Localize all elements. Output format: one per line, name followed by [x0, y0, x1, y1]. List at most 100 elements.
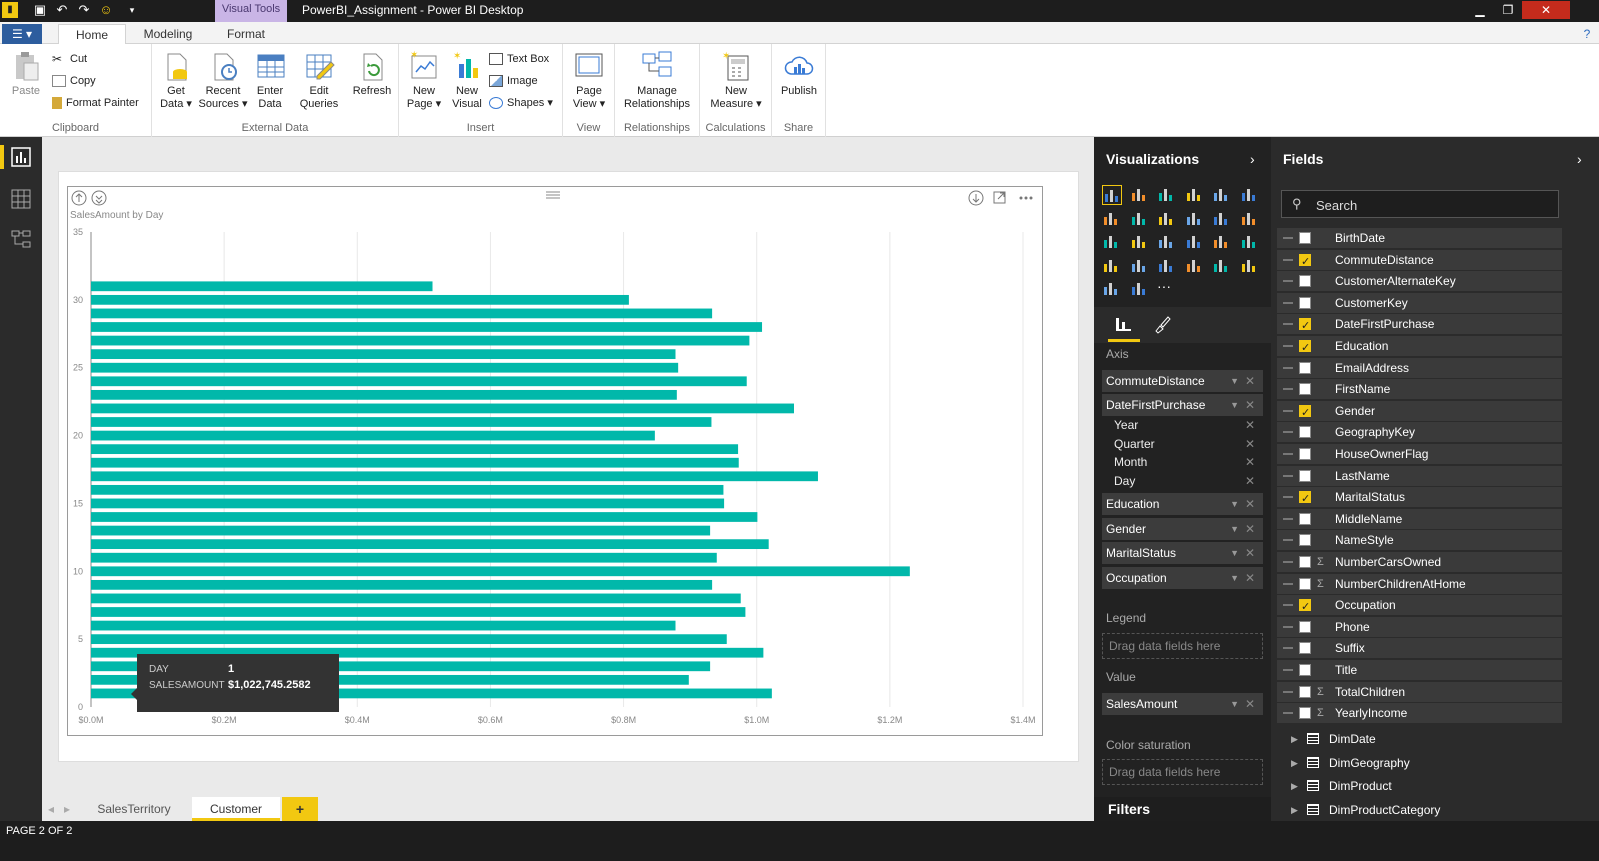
bar-day-14[interactable] — [91, 512, 758, 522]
field-checkbox[interactable] — [1299, 489, 1311, 509]
table-row-dimgeography[interactable]: ▶ DimGeography — [1277, 753, 1562, 773]
field-row-birthdate[interactable]: BirthDate — [1277, 228, 1562, 248]
redo-icon[interactable]: ↷ — [78, 2, 90, 17]
axis-field-gender[interactable]: Gender ▼ ✕ — [1102, 518, 1263, 540]
viz-map-icon[interactable] — [1185, 232, 1205, 252]
axis-field-occupation[interactable]: Occupation ▼ ✕ — [1102, 567, 1263, 589]
undo-icon[interactable]: ↶ — [56, 2, 68, 17]
bar-day-23[interactable] — [91, 389, 677, 400]
axis-field-maritalstatus[interactable]: MaritalStatus ▼ ✕ — [1102, 542, 1263, 564]
bar-day-9[interactable] — [91, 579, 713, 590]
new-visual-button[interactable]: ✶ New Visual — [452, 51, 482, 110]
bar-day-21[interactable] — [91, 417, 712, 427]
legend-drop-zone[interactable]: Drag data fields here — [1102, 633, 1263, 659]
tab-scroll-left-icon[interactable]: ◂ — [47, 802, 55, 816]
viz-100-bar-icon[interactable] — [1212, 185, 1232, 205]
bar-day-16[interactable] — [91, 484, 724, 495]
table-row-dimdate[interactable]: ▶ DimDate — [1277, 729, 1562, 749]
field-row-suffix[interactable]: Suffix — [1277, 638, 1562, 659]
viz-table-icon[interactable] — [1212, 232, 1232, 252]
hierarchy-quarter[interactable]: Quarter ✕ — [1102, 435, 1263, 454]
field-row-maritalstatus[interactable]: MaritalStatus — [1277, 487, 1562, 509]
refresh-button[interactable]: Refresh — [350, 50, 394, 98]
collapse-visualizations-icon[interactable]: › — [1250, 151, 1255, 167]
smile-feedback-icon[interactable]: ☺ — [99, 2, 113, 17]
field-checkbox[interactable] — [1299, 296, 1311, 309]
field-row-customerkey[interactable]: CustomerKey — [1277, 292, 1562, 313]
bar-day-2[interactable] — [91, 674, 689, 685]
field-checkbox[interactable] — [1299, 707, 1311, 720]
page-view-button[interactable]: Page View ▾ — [567, 50, 611, 111]
collapse-fields-icon[interactable]: › — [1577, 151, 1582, 167]
drag-handle-icon[interactable] — [546, 191, 560, 199]
viz-line-icon[interactable] — [1102, 209, 1122, 229]
bar-day-4[interactable] — [91, 647, 764, 658]
text-box-button[interactable]: Text Box — [489, 50, 549, 68]
viz-area-icon[interactable] — [1130, 209, 1150, 229]
more-options-icon[interactable] — [1019, 196, 1023, 200]
field-row-emailaddress[interactable]: EmailAddress — [1277, 357, 1562, 378]
table-row-dimproductcategory[interactable]: ▶ DimProductCategory — [1277, 800, 1562, 820]
bar-day-29[interactable] — [91, 308, 713, 319]
chart-visual[interactable]: SalesAmount by Day $0.0M $0.2M $0.4M $0.6M $… — [67, 186, 1043, 736]
field-row-namestyle[interactable]: NameStyle — [1277, 530, 1562, 551]
drill-down-all-icon[interactable] — [91, 190, 107, 206]
viz-line-clustered-icon[interactable] — [1212, 209, 1232, 229]
expand-icon[interactable]: ▶ — [1291, 804, 1298, 815]
bar-day-22[interactable] — [91, 403, 794, 414]
viz-100-column-icon[interactable] — [1240, 185, 1260, 205]
field-row-middlename[interactable]: MiddleName — [1277, 508, 1562, 529]
viz-matrix-icon[interactable] — [1240, 232, 1260, 252]
viz-stacked-bar-icon[interactable] — [1102, 185, 1122, 205]
focus-mode-icon[interactable] — [993, 191, 1006, 204]
drill-mode-icon[interactable] — [968, 190, 984, 206]
save-icon[interactable]: ▣ — [33, 2, 47, 17]
bar-day-20[interactable] — [91, 430, 655, 441]
bar-day-10[interactable] — [91, 566, 910, 577]
field-checkbox[interactable] — [1299, 383, 1311, 396]
fields-search-box[interactable]: ⚲ Search — [1281, 190, 1559, 218]
cut-button[interactable]: ✂ Cut — [52, 52, 88, 67]
copy-button[interactable]: Copy — [52, 72, 96, 90]
field-row-occupation[interactable]: Occupation — [1277, 595, 1562, 617]
manage-relationships-button[interactable]: Manage Relationships — [617, 50, 697, 111]
format-painter-button[interactable]: Format Painter — [52, 94, 139, 112]
field-checkbox[interactable] — [1299, 403, 1311, 423]
field-row-commutedistance[interactable]: CommuteDistance — [1277, 249, 1562, 272]
bar-day-13[interactable] — [91, 525, 711, 536]
field-checkbox[interactable] — [1299, 316, 1311, 336]
hierarchy-day[interactable]: Day ✕ — [1102, 472, 1263, 491]
bar-day-19[interactable] — [91, 444, 739, 455]
bar-day-1[interactable] — [91, 688, 772, 699]
viz-card-icon[interactable] — [1185, 256, 1205, 276]
report-view-icon[interactable] — [11, 147, 31, 167]
bar-day-24[interactable] — [91, 376, 747, 387]
table-row-dimproduct[interactable]: ▶ DimProduct — [1277, 776, 1562, 796]
viz-donut-icon[interactable] — [1130, 279, 1150, 299]
minimize-icon[interactable]: ▁ — [1475, 3, 1485, 17]
new-measure-button[interactable]: ✶ New Measure ▾ — [710, 51, 762, 110]
hierarchy-year[interactable]: Year ✕ — [1102, 416, 1263, 435]
bar-day-8[interactable] — [91, 593, 741, 604]
viz-pie-icon[interactable] — [1130, 232, 1150, 252]
field-checkbox[interactable] — [1299, 597, 1311, 617]
field-row-numberchildrenathome[interactable]: Σ NumberChildrenAtHome — [1277, 573, 1562, 594]
bar-day-27[interactable] — [91, 335, 750, 346]
viz-funnel-icon[interactable] — [1130, 256, 1150, 276]
page-tab-customer[interactable]: Customer — [192, 797, 280, 821]
bar-day-11[interactable] — [91, 552, 717, 563]
new-page-button[interactable]: ✶ New Page ▾ — [406, 50, 442, 110]
customize-toolbar-icon[interactable]: ▾ — [129, 5, 135, 15]
expand-icon[interactable]: ▶ — [1291, 781, 1298, 791]
viz-more-icon[interactable]: ··· — [1157, 278, 1171, 294]
viz-filled-map-icon[interactable] — [1102, 256, 1122, 276]
add-page-button[interactable]: + — [282, 797, 318, 821]
page-tab-salesterritory[interactable]: SalesTerritory — [97, 802, 171, 816]
field-row-education[interactable]: Education — [1277, 336, 1562, 358]
field-row-title[interactable]: Title — [1277, 660, 1562, 680]
field-checkbox[interactable] — [1299, 361, 1311, 374]
tab-modeling[interactable]: Modeling — [143, 27, 193, 41]
viz-clustered-column-icon[interactable] — [1185, 185, 1205, 205]
bar-day-15[interactable] — [91, 498, 725, 509]
help-icon[interactable]: ? — [1583, 27, 1591, 41]
